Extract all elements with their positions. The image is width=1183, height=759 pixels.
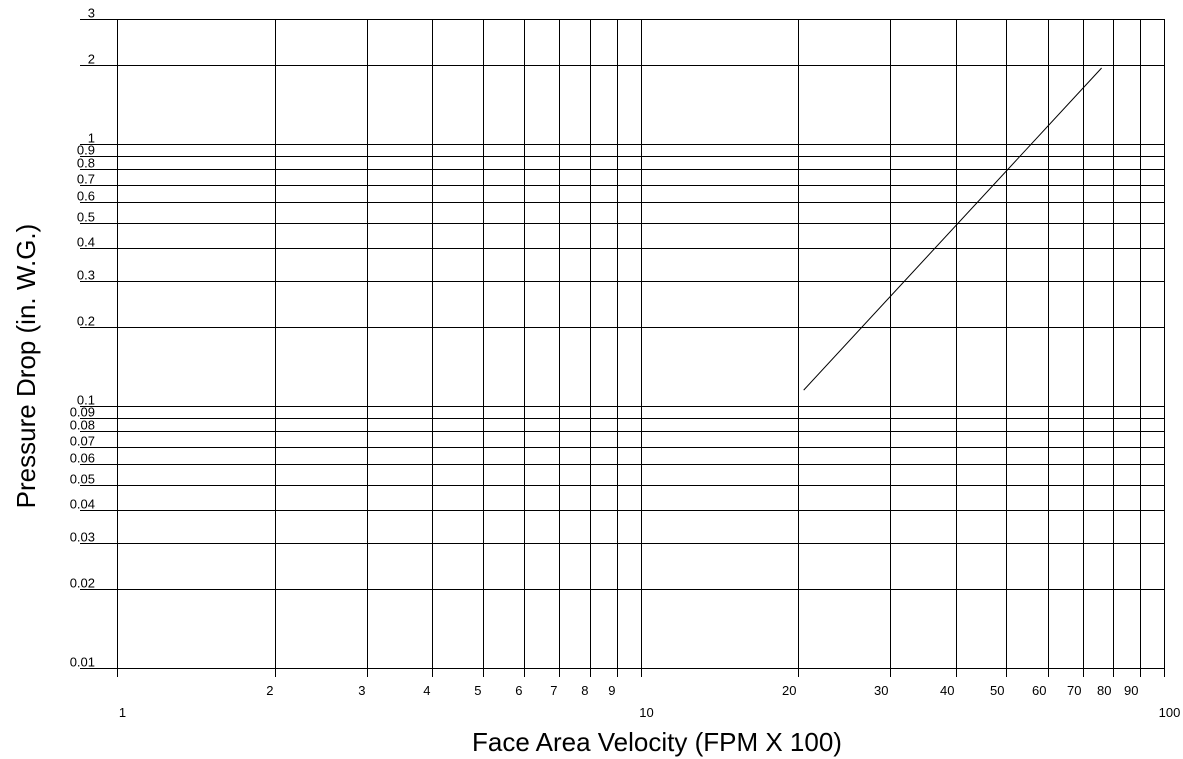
x-tick-label: 1 (119, 705, 126, 720)
y-tick-label: 0.6 (77, 189, 95, 204)
x-tick-label: 40 (940, 683, 954, 698)
x-tick-label: 60 (1032, 683, 1046, 698)
y-tick-label: 0.4 (77, 235, 95, 250)
y-tick-label: 0.03 (70, 530, 95, 545)
x-tick-label: 100 (1159, 705, 1181, 720)
x-tick-label: 70 (1067, 683, 1081, 698)
x-tick-label: 80 (1097, 683, 1111, 698)
x-tick-label: 5 (474, 683, 481, 698)
y-tick-label: 0.05 (70, 472, 95, 487)
x-tick-label: 4 (423, 683, 430, 698)
y-tick-label: 0.02 (70, 576, 95, 591)
y-axis-title: Pressure Drop (in. W.G.) (11, 224, 41, 509)
y-tick-label: 0.08 (70, 418, 95, 433)
y-tick-label: 2 (88, 52, 95, 67)
x-tick-label: 9 (608, 683, 615, 698)
y-tick-label: 3 (88, 6, 95, 21)
y-tick-label: 0.3 (77, 268, 95, 283)
grid-lines (80, 19, 1165, 677)
y-tick-label: 0.07 (70, 434, 95, 449)
x-tick-label: 6 (515, 683, 522, 698)
y-tick-label: 1 (88, 131, 95, 146)
y-tick-label: 0.9 (77, 143, 95, 158)
x-tick-label: 90 (1124, 683, 1138, 698)
y-tick-label: 0.5 (77, 210, 95, 225)
x-tick-label: 7 (550, 683, 557, 698)
x-tick-label: 8 (581, 683, 588, 698)
y-tick-label: 0.06 (70, 451, 95, 466)
y-tick-label: 0.01 (70, 655, 95, 670)
x-tick-label: 3 (358, 683, 365, 698)
y-tick-label: 0.09 (70, 405, 95, 420)
y-tick-label: 0.7 (77, 172, 95, 187)
x-tick-labels: 1 2 3 4 5 6 7 8 9 10 20 30 40 50 60 70 80 90 100 (119, 683, 1180, 720)
x-tick-label: 20 (782, 683, 796, 698)
y-tick-label: 0.04 (70, 497, 95, 512)
series-group (803, 67, 1102, 391)
x-tick-label: 10 (639, 705, 653, 720)
y-tick-label: 0.1 (77, 393, 95, 408)
series-line-0 (803, 67, 1102, 391)
x-tick-label: 2 (266, 683, 273, 698)
x-tick-label: 50 (990, 683, 1004, 698)
x-tick-label: 30 (874, 683, 888, 698)
y-tick-labels: 0.01 0.02 0.03 0.04 0.05 0.06 0.070.080.090.1 0… (70, 6, 95, 670)
y-tick-label: 0.8 (77, 156, 95, 171)
x-axis-title: Face Area Velocity (FPM X 100) (472, 727, 842, 757)
y-tick-label: 0.2 (77, 314, 95, 329)
